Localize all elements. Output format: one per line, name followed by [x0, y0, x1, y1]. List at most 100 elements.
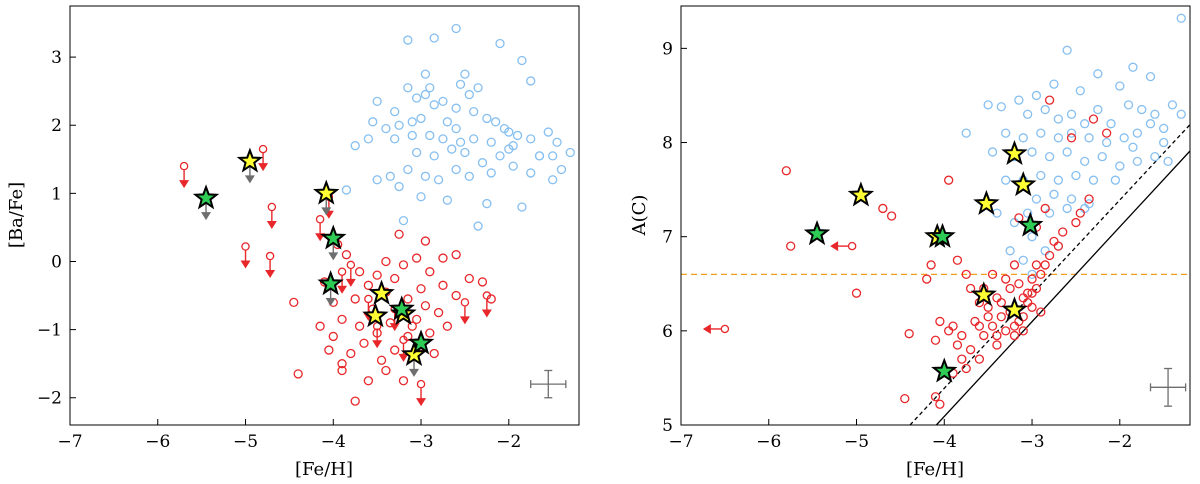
data-point — [337, 359, 347, 369]
data-point — [1044, 152, 1055, 162]
data-point — [992, 208, 1002, 218]
data-point — [1001, 128, 1011, 138]
data-point — [354, 321, 365, 331]
program-star-marker — [973, 189, 1000, 215]
data-point — [429, 151, 439, 161]
data-point — [433, 175, 444, 185]
data-point — [1101, 137, 1112, 148]
data-point — [904, 329, 914, 339]
data-point — [1145, 71, 1156, 82]
data-point — [987, 321, 998, 331]
data-point — [455, 137, 466, 147]
data-point — [1022, 109, 1033, 119]
data-point — [372, 96, 382, 107]
data-point — [1071, 170, 1081, 181]
upper-limit-arrow — [328, 242, 339, 261]
data-point — [411, 147, 422, 158]
data-point — [469, 134, 479, 144]
data-point — [425, 267, 435, 277]
data-point — [1101, 128, 1112, 138]
data-point — [1128, 62, 1138, 72]
data-point — [935, 316, 945, 327]
data-point — [961, 269, 971, 279]
data-point — [1145, 119, 1156, 129]
data-point — [429, 100, 439, 110]
data-point — [1053, 241, 1064, 251]
program-star-marker — [368, 279, 395, 305]
data-point — [341, 185, 352, 195]
right-x-tick-label: −5 — [844, 432, 869, 452]
data-point — [438, 280, 448, 290]
left-y-tick-label: 2 — [51, 116, 62, 136]
data-point — [350, 294, 360, 304]
data-point — [473, 83, 483, 93]
data-point — [974, 321, 985, 331]
data-point — [1119, 133, 1129, 143]
upper-limit-arrow — [265, 251, 276, 279]
upper-limit-arrow — [481, 291, 492, 318]
error-bar — [1149, 367, 1187, 407]
data-point — [1040, 104, 1050, 115]
data-point — [1018, 133, 1028, 143]
data-point — [1027, 147, 1037, 157]
data-point — [1176, 13, 1186, 23]
upper-limit-arrow — [258, 144, 269, 172]
data-point — [433, 307, 444, 318]
upper-limit-arrow — [409, 358, 420, 377]
left-x-tick-label: −2 — [496, 432, 521, 452]
left-y-tick-label: 1 — [51, 184, 62, 204]
data-point — [935, 399, 945, 409]
data-point — [1071, 217, 1081, 228]
data-point — [983, 100, 993, 110]
data-point — [1167, 100, 1178, 110]
data-point — [548, 175, 558, 185]
data-point — [403, 164, 413, 175]
data-point — [394, 181, 404, 192]
program-star-marker — [970, 281, 997, 307]
right-plot-frame — [680, 5, 1191, 426]
left-x-tick-label: −6 — [145, 432, 170, 452]
data-point — [1001, 326, 1011, 336]
data-point — [381, 365, 391, 376]
right-x-tick-label: −6 — [756, 432, 781, 452]
data-point — [948, 321, 958, 331]
data-point — [1080, 203, 1090, 214]
left-x-tick-label: −4 — [321, 432, 346, 452]
data-point — [438, 134, 448, 144]
data-point — [930, 392, 941, 402]
data-point — [979, 330, 989, 341]
data-point — [350, 396, 360, 406]
data-point — [517, 202, 527, 212]
data-point — [1005, 283, 1015, 294]
data-point — [368, 117, 378, 127]
program-star-marker — [931, 357, 958, 383]
data-point — [534, 151, 545, 161]
data-point — [1009, 330, 1020, 341]
data-point — [1110, 175, 1121, 185]
data-point — [350, 141, 360, 151]
data-point — [1066, 128, 1077, 138]
upper-limit-arrow — [337, 267, 348, 294]
data-point — [552, 137, 562, 147]
data-point — [495, 151, 505, 161]
data-point — [1036, 170, 1046, 181]
data-point — [372, 175, 382, 185]
program-star-marker — [388, 295, 415, 321]
data-point — [398, 260, 409, 270]
program-star-marker — [1017, 211, 1044, 237]
data-point — [372, 270, 382, 280]
data-point — [1009, 260, 1020, 270]
data-point — [451, 103, 461, 113]
data-point — [425, 328, 435, 338]
data-point — [996, 312, 1006, 322]
data-point — [451, 290, 461, 301]
dashed-diagonal-line — [909, 124, 1190, 425]
data-point — [886, 211, 897, 221]
data-point — [293, 369, 303, 379]
data-point — [1062, 203, 1072, 214]
data-point — [1132, 128, 1142, 138]
data-point — [1014, 279, 1024, 289]
program-star-marker — [407, 329, 435, 355]
data-point — [543, 127, 553, 137]
